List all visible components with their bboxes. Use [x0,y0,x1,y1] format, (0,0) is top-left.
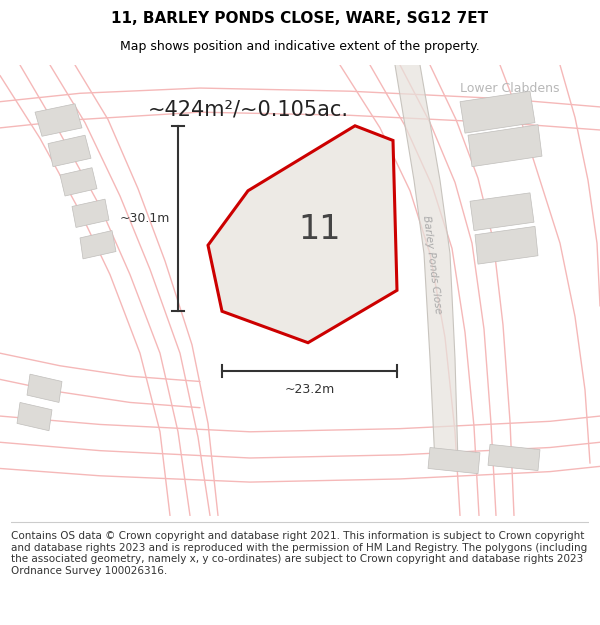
Text: ~23.2m: ~23.2m [284,383,335,396]
Text: Barley Ponds Close: Barley Ponds Close [421,214,443,314]
Polygon shape [488,444,540,471]
Polygon shape [468,125,542,167]
Text: Contains OS data © Crown copyright and database right 2021. This information is : Contains OS data © Crown copyright and d… [11,531,587,576]
Polygon shape [460,91,535,133]
Polygon shape [48,135,91,167]
Text: 11: 11 [298,214,341,246]
Polygon shape [72,199,109,228]
Polygon shape [428,448,480,474]
Polygon shape [470,193,534,231]
Polygon shape [27,374,62,402]
Text: ~424m²/~0.105ac.: ~424m²/~0.105ac. [148,99,349,119]
Text: 11, BARLEY PONDS CLOSE, WARE, SG12 7ET: 11, BARLEY PONDS CLOSE, WARE, SG12 7ET [112,11,488,26]
Polygon shape [395,65,458,463]
Polygon shape [208,126,397,343]
Polygon shape [35,104,82,136]
Polygon shape [475,226,538,264]
Text: Lower Clabdens: Lower Clabdens [460,81,560,94]
Text: ~30.1m: ~30.1m [119,212,170,225]
Polygon shape [80,231,116,259]
Polygon shape [60,168,97,196]
Text: Map shows position and indicative extent of the property.: Map shows position and indicative extent… [120,40,480,53]
Polygon shape [17,402,52,431]
